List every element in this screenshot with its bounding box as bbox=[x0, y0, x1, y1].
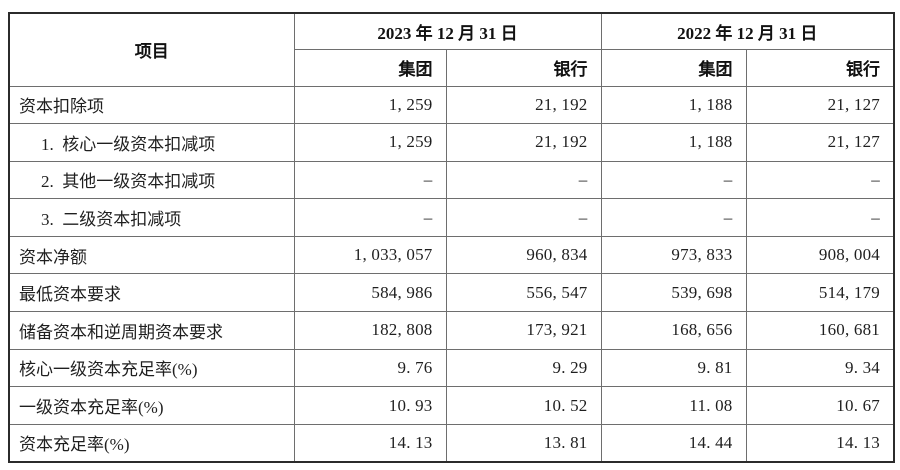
cell-value: 584, 986 bbox=[293, 273, 447, 313]
header-item-column: 项目 bbox=[8, 12, 295, 87]
header-row-entities: 集团 银行 集团 银行 bbox=[9, 48, 895, 87]
cell-value: – bbox=[745, 198, 895, 237]
table-row: 1. 核心一级资本扣减项 1, 259 21, 192 1, 188 21, 1… bbox=[8, 123, 895, 162]
cell-value: 21, 127 bbox=[745, 85, 895, 125]
cell-value: 9. 81 bbox=[600, 348, 747, 388]
header-bank-2023: 银行 bbox=[445, 48, 602, 87]
cell-value: 973, 833 bbox=[600, 235, 747, 275]
table-row: 储备资本和逆周期资本要求 182, 808 173, 921 168, 656 … bbox=[8, 311, 895, 350]
table-row: 核心一级资本充足率(%) 9. 76 9. 29 9. 81 9. 34 bbox=[8, 348, 895, 388]
cell-value: 1, 033, 057 bbox=[293, 235, 447, 275]
cell-value: 514, 179 bbox=[745, 273, 895, 313]
cell-value: 9. 76 bbox=[293, 348, 447, 388]
cell-value: 556, 547 bbox=[445, 273, 602, 313]
cell-value: 1, 259 bbox=[293, 85, 447, 125]
cell-value: 14. 13 bbox=[745, 423, 895, 463]
cell-value: – bbox=[445, 198, 602, 237]
row-label: 最低资本要求 bbox=[8, 273, 295, 313]
cell-value: 11. 08 bbox=[600, 386, 747, 425]
cell-value: 14. 44 bbox=[600, 423, 747, 463]
table-row: 资本充足率(%) 14. 13 13. 81 14. 44 14. 13 bbox=[8, 423, 895, 463]
cell-value: 1, 188 bbox=[600, 123, 747, 162]
cell-value: 960, 834 bbox=[445, 235, 602, 275]
cell-value: – bbox=[293, 160, 447, 200]
cell-value: 160, 681 bbox=[745, 311, 895, 350]
cell-value: 10. 52 bbox=[445, 386, 602, 425]
row-label: 核心一级资本充足率(%) bbox=[8, 348, 295, 388]
cell-value: – bbox=[293, 198, 447, 237]
cell-value: 9. 29 bbox=[445, 348, 602, 388]
cell-value: 182, 808 bbox=[293, 311, 447, 350]
cell-value: 1, 259 bbox=[293, 123, 447, 162]
capital-adequacy-table: 项目 2023 年 12 月 31 日 2022 年 12 月 31 日 集团 … bbox=[8, 12, 895, 463]
cell-value: 908, 004 bbox=[745, 235, 895, 275]
row-label: 资本扣除项 bbox=[8, 85, 295, 125]
table-row: 资本净额 1, 033, 057 960, 834 973, 833 908, … bbox=[8, 235, 895, 275]
header-group-2022: 集团 bbox=[600, 48, 747, 87]
cell-value: 1, 188 bbox=[600, 85, 747, 125]
cell-value: 10. 67 bbox=[745, 386, 895, 425]
cell-value: – bbox=[600, 198, 747, 237]
row-label: 1. 核心一级资本扣减项 bbox=[8, 123, 295, 162]
row-label: 3. 二级资本扣减项 bbox=[8, 198, 295, 237]
row-label: 储备资本和逆周期资本要求 bbox=[8, 311, 295, 350]
cell-value: 21, 192 bbox=[445, 85, 602, 125]
header-bank-2022: 银行 bbox=[745, 48, 895, 87]
cell-value: 10. 93 bbox=[293, 386, 447, 425]
header-period-2023: 2023 年 12 月 31 日 bbox=[293, 12, 602, 50]
cell-value: 539, 698 bbox=[600, 273, 747, 313]
header-period-2022: 2022 年 12 月 31 日 bbox=[600, 12, 895, 50]
cell-value: 21, 127 bbox=[745, 123, 895, 162]
table-row: 一级资本充足率(%) 10. 93 10. 52 11. 08 10. 67 bbox=[8, 386, 895, 425]
row-label: 一级资本充足率(%) bbox=[8, 386, 295, 425]
cell-value: – bbox=[445, 160, 602, 200]
table-row: 最低资本要求 584, 986 556, 547 539, 698 514, 1… bbox=[8, 273, 895, 313]
row-label: 2. 其他一级资本扣减项 bbox=[8, 160, 295, 200]
cell-value: 14. 13 bbox=[293, 423, 447, 463]
cell-value: – bbox=[745, 160, 895, 200]
cell-value: – bbox=[600, 160, 747, 200]
cell-value: 13. 81 bbox=[445, 423, 602, 463]
cell-value: 168, 656 bbox=[600, 311, 747, 350]
row-label: 资本充足率(%) bbox=[8, 423, 295, 463]
cell-value: 173, 921 bbox=[445, 311, 602, 350]
table-row: 资本扣除项 1, 259 21, 192 1, 188 21, 127 bbox=[8, 85, 895, 125]
cell-value: 21, 192 bbox=[445, 123, 602, 162]
row-label: 资本净额 bbox=[8, 235, 295, 275]
table-row: 3. 二级资本扣减项 – – – – bbox=[8, 198, 895, 237]
header-group-2023: 集团 bbox=[293, 48, 447, 87]
cell-value: 9. 34 bbox=[745, 348, 895, 388]
table-row: 2. 其他一级资本扣减项 – – – – bbox=[8, 160, 895, 200]
header-row-periods: 项目 2023 年 12 月 31 日 2022 年 12 月 31 日 bbox=[8, 12, 895, 87]
